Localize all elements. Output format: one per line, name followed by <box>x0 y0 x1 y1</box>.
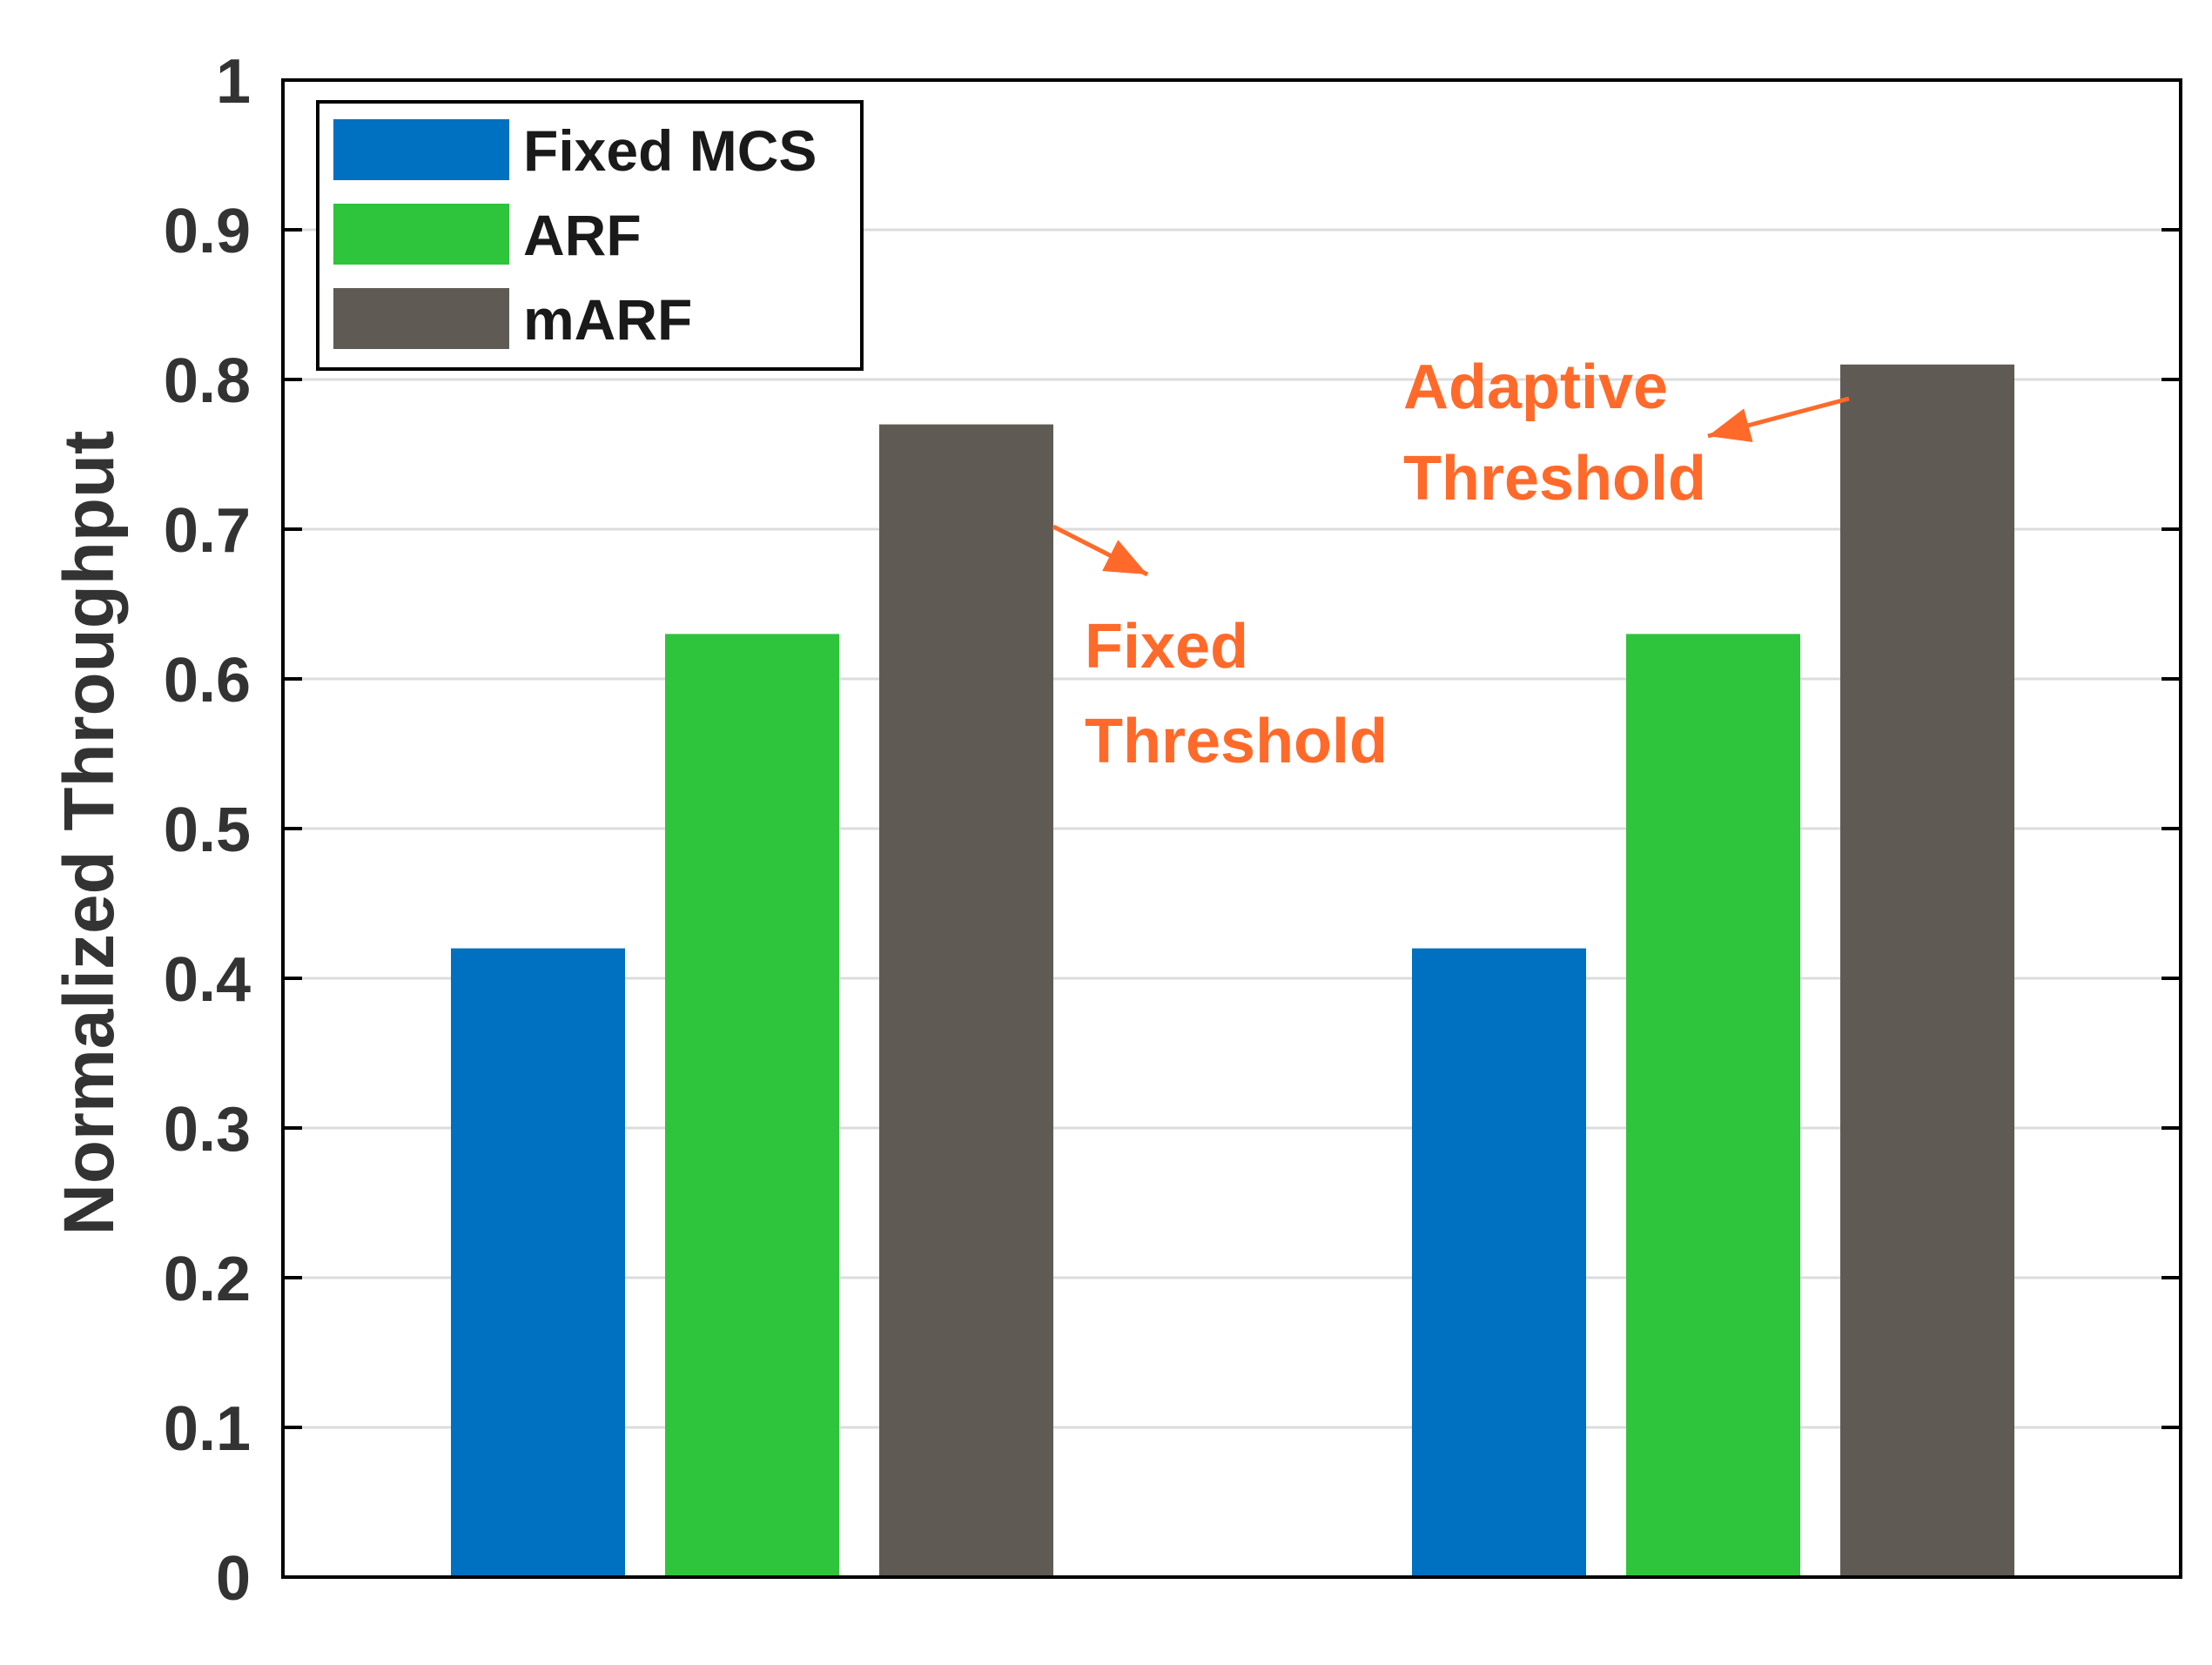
annotation-adaptive: Adaptive Threshold <box>1403 352 1850 514</box>
bar-arf-2 <box>1626 634 1800 1577</box>
legend-swatch <box>333 204 509 265</box>
y-axis-label: Normalized Throughput <box>50 431 129 1236</box>
y-axis-ticks: 0 0.1 0.2 0.3 0.4 0.5 0.6 0.7 0.8 0.9 1 <box>164 47 2181 1614</box>
y-tick-label: 0.7 <box>164 496 251 566</box>
y-tick-label: 0.6 <box>164 646 251 715</box>
bar-arf-1 <box>665 634 839 1577</box>
annotation-text: Threshold <box>1085 707 1388 776</box>
y-tick-label: 0.1 <box>164 1394 251 1464</box>
annotation-text: Threshold <box>1403 444 1706 514</box>
y-tick-label: 1 <box>216 47 251 117</box>
y-tick-label: 0 <box>216 1544 251 1614</box>
y-tick-label: 0.2 <box>164 1245 251 1314</box>
legend-label: mARF <box>523 287 692 352</box>
y-tick-label: 0.4 <box>164 945 251 1015</box>
bars <box>451 364 2014 1578</box>
y-tick-label: 0.5 <box>164 796 251 865</box>
legend-swatch <box>333 288 509 349</box>
bar-fixed-mcs-1 <box>451 948 625 1577</box>
annotation-text: Fixed <box>1085 612 1248 681</box>
bar-marf-1 <box>879 424 1053 1578</box>
legend: Fixed MCS ARF mARF <box>316 100 864 371</box>
legend-swatch <box>333 119 509 180</box>
y-tick-label: 0.3 <box>164 1095 251 1165</box>
legend-label: ARF <box>523 203 642 267</box>
y-tick-label: 0.9 <box>164 197 251 266</box>
legend-label: Fixed MCS <box>523 118 817 183</box>
annotations: Fixed Threshold Adaptive Threshold <box>1052 352 1850 776</box>
annotation-fixed: Fixed Threshold <box>1052 524 1388 776</box>
annotation-text: Adaptive <box>1403 352 1668 422</box>
annotation-arrowhead <box>1102 540 1147 574</box>
bar-fixed-mcs-2 <box>1412 948 1586 1577</box>
bar-marf-2 <box>1840 364 2014 1577</box>
annotation-arrowhead <box>1708 408 1753 443</box>
y-tick-label: 0.8 <box>164 346 251 416</box>
